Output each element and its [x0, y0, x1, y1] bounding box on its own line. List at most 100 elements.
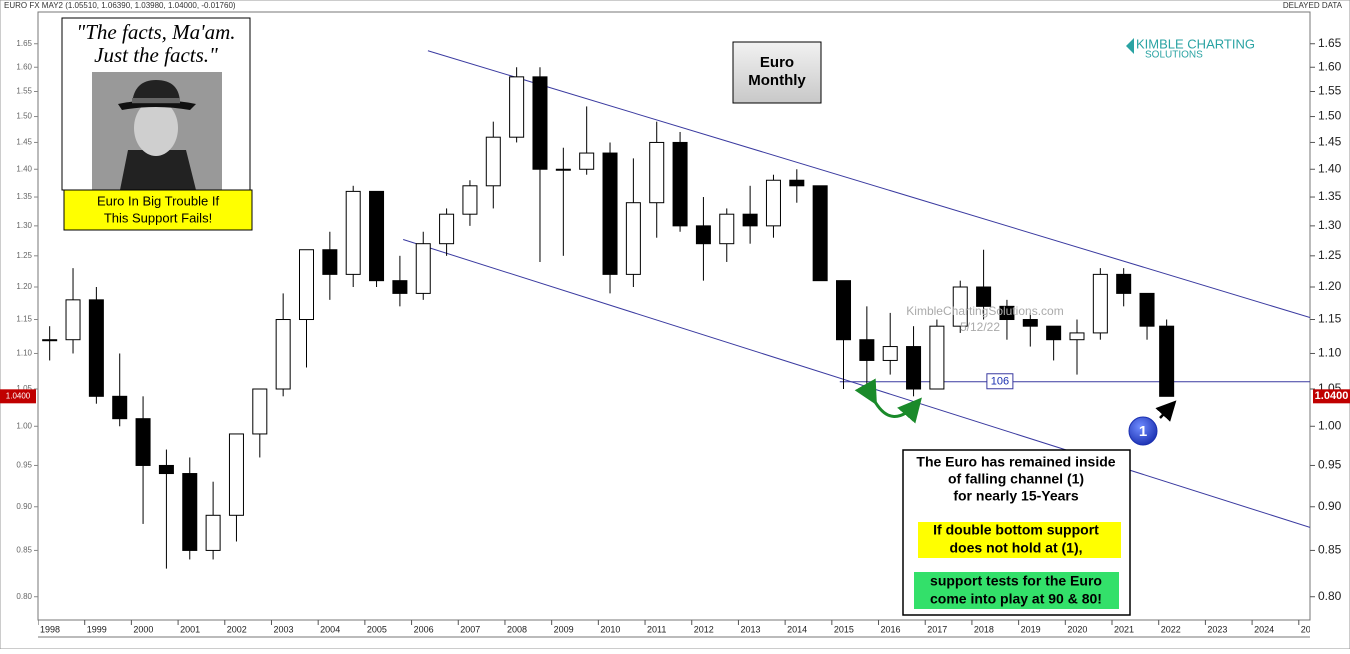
plot-layer: 1998 1999 2000 2001 2002 2003 2004 2005 2006 2007…: [38, 50, 1321, 634]
x-tick-label: 2016: [881, 624, 901, 634]
candle-body: [836, 280, 852, 341]
x-tick-label: 2025: [1301, 624, 1321, 634]
y-tick-label: 1.60: [1318, 59, 1342, 73]
chart-title: Monthly: [748, 72, 806, 89]
candle-body: [88, 299, 104, 397]
x-tick-label: 2003: [273, 624, 293, 634]
x-tick-label: 2020: [1067, 624, 1087, 634]
watermark: 5/12/22: [960, 320, 1000, 334]
candle-body: [882, 346, 898, 361]
channel-line: [427, 50, 1310, 319]
last-price-box: [1313, 389, 1350, 404]
caption-line: This Support Fails!: [104, 210, 212, 225]
x-tick-label: 2010: [600, 624, 620, 634]
y-tick-label: 1.25: [16, 251, 32, 260]
y-tick-label: 1.00: [16, 421, 32, 430]
x-tick-label: 2008: [507, 624, 527, 634]
y-tick-label: 1.05: [16, 384, 32, 393]
support-label-box: [986, 373, 1014, 390]
y-tick-label: 0.95: [1318, 458, 1342, 472]
y-tick-label: 1.20: [16, 282, 32, 291]
candle-body: [65, 299, 81, 341]
x-tick-label: 2005: [367, 624, 387, 634]
y-tick-label: 1.15: [16, 315, 32, 324]
x-tick-label: 2009: [554, 624, 574, 634]
y-tick-label: 1.50: [16, 112, 32, 121]
y-tick-label: 1.65: [16, 39, 32, 48]
candle-body: [112, 395, 128, 420]
candle-body: [1139, 292, 1155, 327]
annotation-line: The Euro has remained inside: [916, 454, 1115, 470]
candle-body: [369, 190, 385, 282]
candle-body: [322, 249, 338, 275]
y-tick-label: 1.35: [1318, 189, 1342, 203]
candle-body: [182, 473, 198, 551]
candle-body: [812, 185, 828, 282]
x-tick-label: 2001: [180, 624, 200, 634]
y-tick-label: 1.10: [16, 349, 32, 358]
condition-line: does not hold at (1),: [950, 540, 1083, 556]
candle-body: [532, 76, 548, 170]
x-tick-label: 2019: [1021, 624, 1041, 634]
candle-body: [345, 190, 361, 275]
x-tick-label: 2012: [694, 624, 714, 634]
y-tick-label: 1.45: [16, 138, 32, 147]
x-tick-label: 2011: [647, 624, 666, 634]
title-box: [732, 41, 822, 104]
candle-body: [158, 464, 174, 475]
y-tick-label: 0.80: [16, 592, 32, 601]
header-right: DELAYED DATA: [1283, 1, 1343, 10]
candle-body: [1092, 273, 1108, 334]
watermark: KimbleChartingSolutions.com: [906, 304, 1063, 318]
x-tick-label: 2014: [787, 624, 807, 634]
annotation-line: for nearly 15-Years: [953, 488, 1079, 504]
candle-body: [1159, 325, 1175, 397]
y-tick-label: 0.90: [1318, 499, 1342, 513]
y-tick-label: 1.30: [16, 221, 32, 230]
candle-body: [509, 76, 525, 138]
outcome-line: support tests for the Euro: [930, 573, 1102, 589]
x-tick-label: 1998: [40, 624, 60, 634]
y-tick-label: 0.85: [16, 546, 32, 555]
candle-body: [228, 433, 244, 516]
last-price-label: 1.0400: [1315, 390, 1349, 402]
candle-body: [205, 514, 221, 551]
candle-body: [1116, 273, 1132, 294]
outcome-line: come into play at 90 & 80!: [930, 591, 1102, 607]
candle-body: [929, 325, 945, 390]
y-tick-label: 0.80: [1318, 589, 1342, 603]
x-tick-label: 2000: [133, 624, 153, 634]
quote-line: Just the facts.": [94, 43, 218, 67]
y-tick-label: 1.15: [1318, 312, 1342, 326]
candle-body: [1046, 325, 1062, 341]
y-tick-label: 1.35: [16, 192, 32, 201]
photo: [92, 72, 222, 190]
logo-icon: [1126, 38, 1134, 54]
y-tick-label: 0.90: [16, 502, 32, 511]
x-tick-label: 2015: [834, 624, 854, 634]
caption-box: [63, 189, 253, 231]
last-price-box: [0, 389, 36, 404]
candle-body: [999, 305, 1015, 321]
y-tick-label: 1.55: [1318, 84, 1342, 98]
candle-body: [555, 168, 571, 171]
annotation-line: of falling channel (1): [948, 471, 1084, 487]
candle-body: [672, 141, 688, 227]
y-tick-label: 1.20: [1318, 279, 1342, 293]
y-tick-label: 1.10: [1318, 346, 1342, 360]
chart-title: Euro: [760, 54, 794, 71]
candle-body: [392, 280, 408, 294]
candle-body: [765, 179, 781, 227]
y-tick-label: 1.45: [1318, 135, 1342, 149]
candle-body: [579, 152, 595, 170]
header-left: EURO FX MAY2 (1.05510, 1.06390, 1.03980,…: [4, 1, 236, 10]
y-tick-label: 0.85: [1318, 543, 1342, 557]
marker-arrow: [1155, 400, 1177, 422]
y-tick-label: 1.25: [1318, 248, 1342, 262]
candle-body: [462, 185, 478, 215]
x-tick-label: 2013: [740, 624, 760, 634]
y-tick-label: 0.95: [16, 461, 32, 470]
candle-body: [719, 213, 735, 245]
candle-body: [485, 136, 501, 187]
